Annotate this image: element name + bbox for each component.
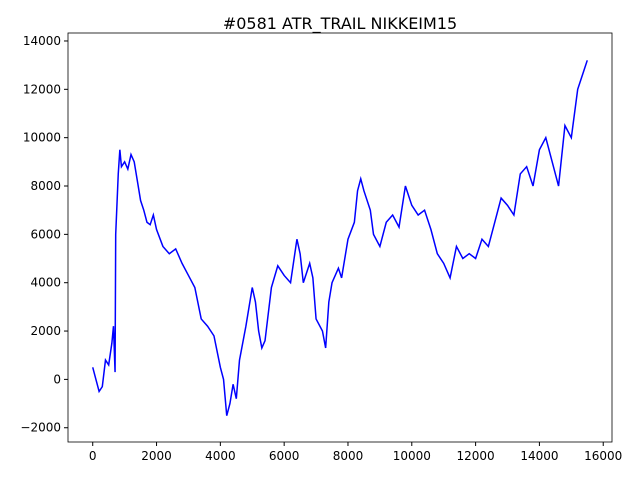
y-tick-label: 14000 xyxy=(23,34,61,48)
x-tick-label: 14000 xyxy=(520,449,558,463)
x-tick-label: 8000 xyxy=(333,449,364,463)
y-tick-label: 0 xyxy=(53,372,61,386)
y-tick-label: 8000 xyxy=(30,179,61,193)
x-tick-label: 4000 xyxy=(205,449,236,463)
x-tick-label: 10000 xyxy=(393,449,431,463)
x-tick-label: 12000 xyxy=(457,449,495,463)
line-series xyxy=(92,60,588,416)
y-tick-label: −2000 xyxy=(20,421,61,435)
y-tick-label: 12000 xyxy=(23,82,61,96)
y-tick-label: 10000 xyxy=(23,131,61,145)
x-tick-label: 0 xyxy=(89,449,97,463)
plot-frame xyxy=(67,32,613,443)
x-tick-label: 16000 xyxy=(584,449,622,463)
x-tick-label: 2000 xyxy=(141,449,172,463)
y-tick-label: 6000 xyxy=(30,227,61,241)
y-tick-label: 4000 xyxy=(30,276,61,290)
x-tick-label: 6000 xyxy=(269,449,300,463)
y-tick-label: 2000 xyxy=(30,324,61,338)
chart-title: #0581 ATR_TRAIL NIKKEIM15 xyxy=(223,14,457,34)
